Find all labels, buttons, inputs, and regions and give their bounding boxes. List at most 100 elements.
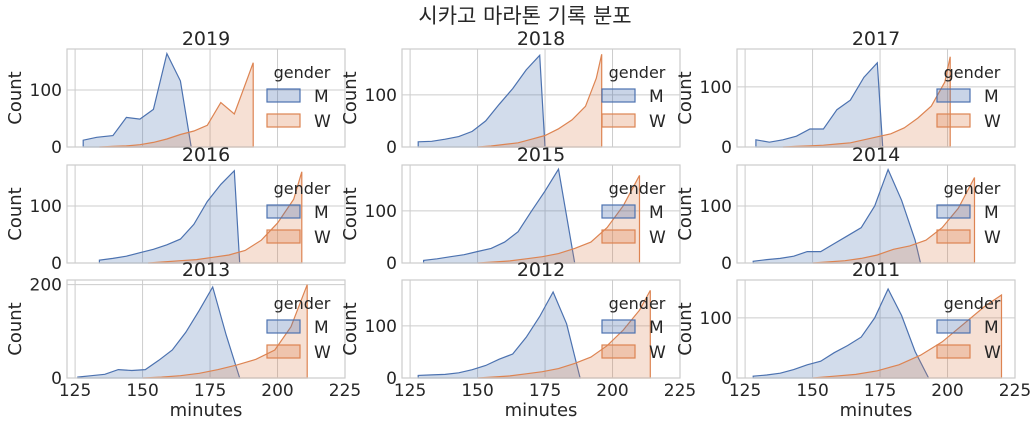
panel-2012-ylabel: Count	[340, 302, 361, 355]
panel-2011-legend-swatch-W	[936, 344, 971, 359]
panel-2012-title: 2012	[517, 259, 565, 281]
panel-2012-xtick-175: 175	[529, 381, 561, 401]
panel-2011-xtick-175: 175	[864, 381, 896, 401]
panel-2017-ytick-0: 0	[721, 138, 732, 158]
panel-2017-legend-label-M: M	[984, 87, 999, 107]
panel-2014-legend-swatch-M	[936, 204, 971, 219]
panel-2013-xtick-225: 225	[329, 381, 361, 401]
panel-2013-area-M	[77, 285, 241, 379]
panel-2018-area-M	[417, 53, 546, 148]
panel-2014-legend-label-M: M	[984, 203, 999, 223]
panel-2012-xtick-200: 200	[596, 381, 628, 401]
panel-2016-legend-label-W: W	[314, 228, 331, 248]
panel-2013-xtick-125: 125	[59, 381, 91, 401]
panel-2018-legend-label-M: M	[649, 87, 664, 107]
panel-2013-ylabel: Count	[5, 302, 26, 355]
panel-2017-legend-label-W: W	[984, 112, 1001, 132]
panel-2015-ytick-0: 0	[386, 254, 397, 274]
panel-2014-ylabel: Count	[675, 187, 696, 240]
panel-2016-title: 2016	[182, 144, 230, 166]
panel-2014-legend-label-W: W	[984, 228, 1001, 248]
panel-2019-area-W	[99, 62, 254, 148]
panel-2012-xtick-150: 150	[461, 381, 493, 401]
panel-2014-title: 2014	[852, 144, 900, 166]
panel-2012-area-W	[477, 290, 651, 379]
panel-2014-frame	[736, 164, 1016, 264]
panel-2019-legend-title: gender	[274, 63, 331, 82]
panel-2012-legend: gender MW	[601, 294, 666, 363]
panel-2019-legend-label-M: M	[314, 87, 329, 107]
panel-2019-ytick-100: 100	[30, 81, 62, 101]
panel-2018-ytick-0: 0	[386, 138, 397, 158]
panel-2011-legend-label-W: W	[984, 343, 1001, 363]
panel-2013-xlabel: minutes	[170, 400, 243, 421]
panel-2018-legend-title: gender	[609, 63, 666, 82]
panel-2012-legend-swatch-W	[601, 344, 636, 359]
panel-2011-legend-swatch-M	[936, 319, 971, 334]
panel-2011-xtick-125: 125	[729, 381, 761, 401]
panel-2013-xtick-200: 200	[261, 381, 293, 401]
panel-2014-area-M	[752, 167, 922, 264]
panel-2018-ytick-100: 100	[365, 86, 397, 106]
panel-2013-title: 2013	[182, 259, 230, 281]
panel-2016-ytick-0: 0	[51, 254, 62, 274]
panel-2011-area-W	[812, 293, 1003, 379]
panel-2015-ytick-100: 100	[365, 202, 397, 222]
panel-2016-legend-swatch-M	[266, 204, 301, 219]
panel-2011-legend-label-M: M	[984, 318, 999, 338]
panel-2018-frame	[401, 48, 681, 148]
panel-2013-ytick-0: 0	[51, 369, 62, 389]
panel-2017-title: 2017	[852, 28, 900, 50]
panel-2011-area-M	[752, 287, 930, 379]
panel-2013-legend-swatch-M	[266, 319, 301, 334]
panel-2015-legend: gender MW	[601, 179, 666, 248]
panel-2015-area-W	[477, 175, 641, 264]
panel-2018-area-W	[477, 54, 603, 148]
figure-title: 시카고 마라톤 기록 분포	[418, 4, 631, 28]
panel-2013-ytick-200: 200	[30, 276, 62, 296]
panel-2016-legend-label-M: M	[314, 203, 329, 223]
panel-2019-frame	[66, 48, 346, 148]
panel-2019-title: 2019	[182, 28, 230, 50]
panel-2012-legend-label-M: M	[649, 318, 664, 338]
panel-2011-xtick-150: 150	[796, 381, 828, 401]
panel-2016-legend-title: gender	[274, 179, 331, 198]
panel-2011-frame	[736, 279, 1016, 379]
panel-2019-legend-swatch-W	[266, 113, 301, 128]
panel-2019-legend-label-W: W	[314, 112, 331, 132]
panel-2011-ytick-100: 100	[700, 309, 732, 329]
panel-2011-xtick-225: 225	[999, 381, 1031, 401]
panel-2015-legend-swatch-W	[601, 229, 636, 244]
panel-2017-legend: gender MW	[936, 63, 1001, 132]
panel-2018-legend-swatch-W	[601, 113, 636, 128]
panel-2017-ytick-100: 100	[700, 78, 732, 98]
panel-2013-legend-title: gender	[274, 294, 331, 313]
panel-2013-legend-label-M: M	[314, 318, 329, 338]
panel-2012-xlabel: minutes	[505, 400, 578, 421]
panel-2016-ylabel: Count	[5, 187, 26, 240]
panel-2016-frame	[66, 164, 346, 264]
panel-2015-title: 2015	[517, 144, 565, 166]
panel-2019-legend-swatch-M	[266, 88, 301, 103]
panel-2013-area-W	[142, 284, 308, 379]
panel-2015-legend-label-M: M	[649, 203, 664, 223]
panel-2013-legend-swatch-W	[266, 344, 301, 359]
panel-2014-ytick-100: 100	[700, 197, 732, 217]
panel-2017-legend-title: gender	[944, 63, 1001, 82]
panel-2015-ylabel: Count	[340, 187, 361, 240]
panel-2011-legend: gender MW	[936, 294, 1001, 363]
panel-2011-ylabel: Count	[675, 302, 696, 355]
panel-2015-frame	[401, 164, 681, 264]
panel-2015-area-M	[423, 167, 576, 264]
panel-2017-legend-swatch-W	[936, 113, 971, 128]
panel-2016-legend: gender MW	[266, 179, 331, 248]
panel-2011-xlabel: minutes	[840, 400, 913, 421]
panel-2017-frame	[736, 48, 1016, 148]
